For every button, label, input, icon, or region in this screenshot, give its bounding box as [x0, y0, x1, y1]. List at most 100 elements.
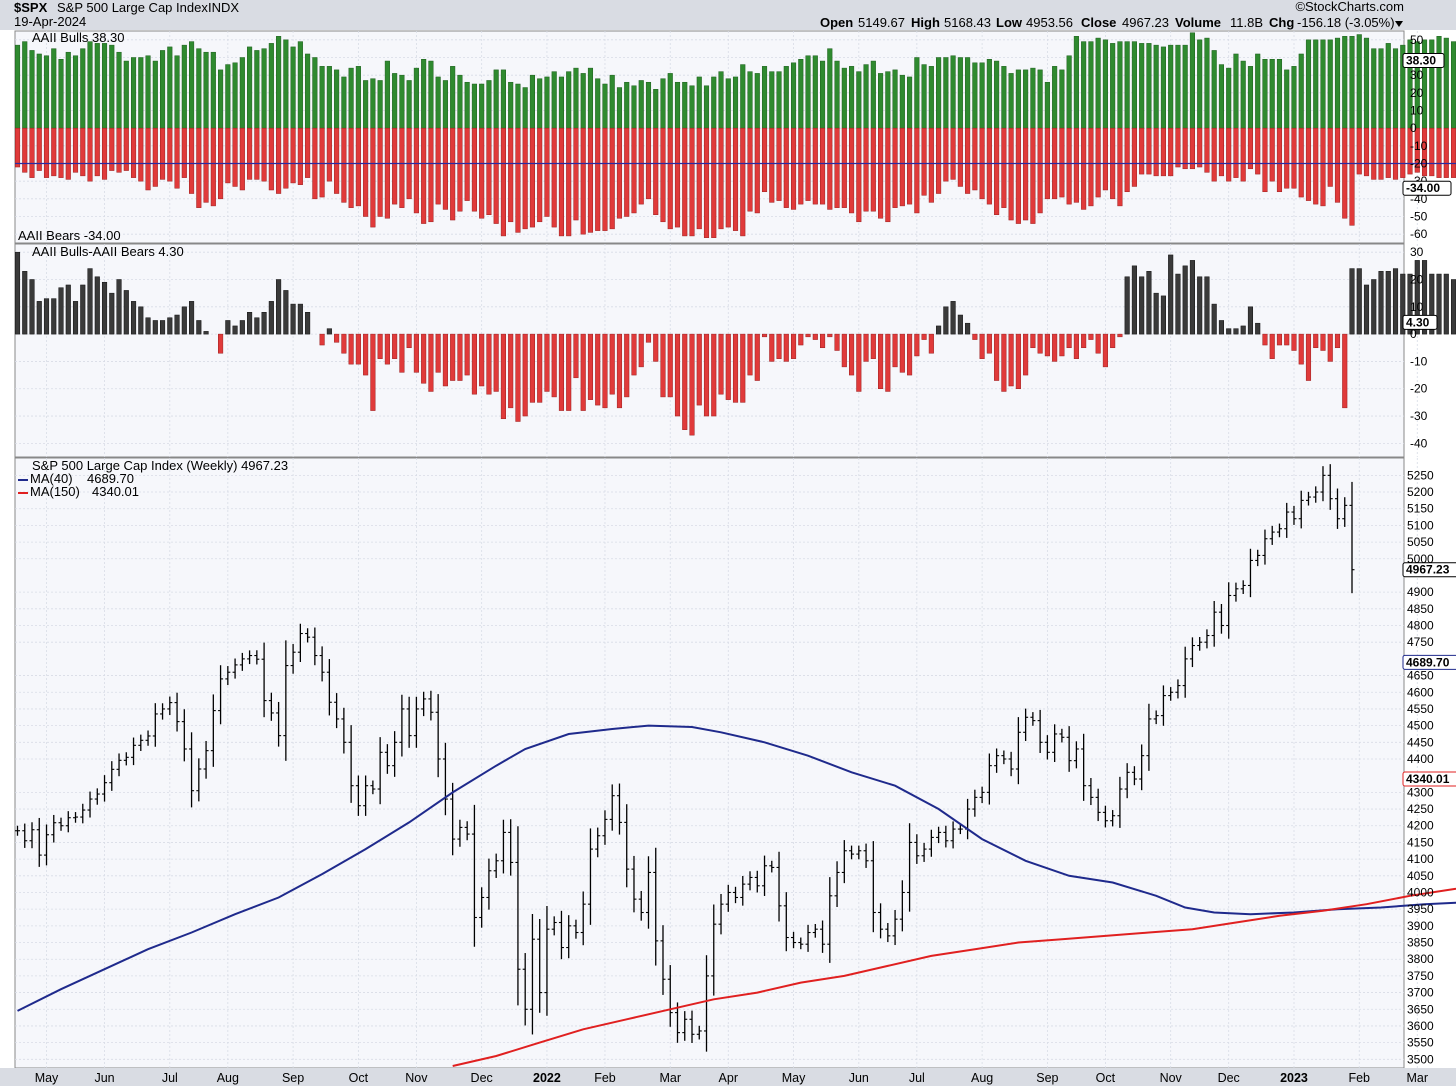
y-tick-label: 0	[1410, 327, 1417, 341]
bears-bar	[522, 127, 528, 230]
spread-bar-negative	[1320, 333, 1326, 351]
spread-bar-negative	[769, 333, 775, 362]
bulls-bar	[1291, 66, 1297, 129]
bears-bar	[305, 127, 311, 178]
ma150-value-tag: 4340.01	[1406, 772, 1450, 786]
bulls-bar	[1066, 55, 1072, 129]
bulls-bar	[638, 80, 644, 129]
spread-bar-negative	[1052, 333, 1058, 362]
spread-bar-negative	[1327, 333, 1333, 362]
price-series	[15, 464, 1456, 1067]
bulls-bar	[660, 78, 666, 129]
bears-bar	[261, 127, 267, 182]
bulls-bar	[145, 55, 151, 129]
spread-bar-positive	[1197, 276, 1203, 335]
spread-bar-negative	[899, 333, 905, 373]
spread-bar-negative	[631, 333, 637, 376]
bulls-bar	[1378, 48, 1384, 129]
bears-bar	[138, 127, 144, 182]
spread-bar-positive	[943, 306, 949, 335]
bears-bar	[1363, 127, 1370, 177]
bears-bar	[43, 127, 50, 178]
bulls-bar	[892, 69, 898, 129]
spread-bar-negative	[1269, 333, 1275, 359]
bulls-bar	[181, 44, 187, 129]
bears-bar	[732, 127, 739, 231]
bulls-bar	[740, 64, 746, 129]
bears-bar	[363, 127, 369, 217]
spread-bar-negative	[790, 333, 797, 359]
x-tick-label: Dec	[1218, 1071, 1240, 1085]
spread-bar-negative	[464, 333, 470, 376]
bulls-bar	[94, 43, 100, 129]
bulls-bar	[80, 48, 86, 129]
bulls-bar	[747, 71, 753, 129]
bears-bar	[174, 127, 180, 189]
bears-bar	[225, 127, 231, 184]
bears-bar	[957, 127, 963, 187]
spread-bar-positive	[1356, 268, 1362, 335]
bulls-bar	[138, 57, 144, 129]
bulls-bar	[1153, 44, 1159, 129]
bulls-bar	[341, 76, 347, 129]
bears-bar	[573, 127, 579, 221]
spread-bar-negative	[994, 333, 1000, 381]
bears-bar	[377, 127, 383, 217]
bears-bar	[1378, 127, 1384, 180]
bulls-bar	[1356, 34, 1362, 129]
x-tick-label: Aug	[217, 1071, 239, 1085]
spread-bar-positive	[283, 290, 289, 335]
spread-bar-positive	[1233, 328, 1239, 335]
y-tick-label: 4900	[1407, 585, 1434, 599]
bears-bar	[152, 127, 158, 187]
bears-bar	[479, 127, 485, 219]
spread-bar-positive	[1414, 260, 1420, 335]
spread-bar-negative	[674, 333, 681, 417]
bears-bar	[1218, 127, 1225, 177]
spread-bar-negative	[500, 333, 506, 420]
y-tick-label: 5050	[1407, 535, 1434, 549]
bulls-bar	[1001, 66, 1007, 129]
spread-bar-negative	[421, 333, 427, 384]
bulls-bar	[363, 80, 369, 129]
bulls-bar	[203, 51, 209, 129]
volume-value: 11.8B	[1230, 15, 1263, 30]
bulls-bar	[769, 71, 775, 129]
spread-bar-positive	[239, 320, 245, 335]
spread-bar-negative	[522, 333, 528, 417]
high-label: High	[911, 15, 940, 30]
bears-bar	[943, 127, 949, 182]
bulls-bar	[1233, 53, 1239, 129]
bears-bar	[812, 127, 818, 205]
bears-bar	[1015, 127, 1021, 224]
bulls-bar	[609, 74, 615, 129]
bulls-bar	[1327, 39, 1333, 129]
bulls-bar	[820, 60, 826, 129]
bulls-bar	[1023, 69, 1029, 129]
x-tick-label: Jun	[94, 1071, 114, 1085]
spread-bar-positive	[1363, 284, 1370, 335]
spread-bar-negative	[914, 333, 920, 357]
bulls-bar	[276, 36, 282, 129]
bears-bar	[51, 127, 57, 177]
spread-bar-positive	[1443, 273, 1449, 335]
bulls-bar	[718, 71, 724, 129]
y-tick-label: 4600	[1407, 685, 1434, 699]
ma150-value-tag-box	[1402, 771, 1456, 787]
spread-bar-negative	[479, 333, 485, 387]
spread-bar-positive	[290, 303, 296, 335]
bears-bar	[1371, 127, 1377, 180]
spread-bar-positive	[1226, 328, 1232, 335]
spread-bar-negative	[645, 333, 652, 343]
spread-bar-negative	[725, 333, 731, 400]
spread-bar-negative	[384, 333, 390, 365]
bears-bar	[94, 127, 100, 177]
bulls-bar	[1276, 59, 1283, 129]
bears-bar	[22, 127, 28, 173]
y-tick-label: 0	[1410, 121, 1417, 135]
y-tick-label: 4300	[1407, 785, 1434, 799]
bulls-bar	[1146, 43, 1152, 129]
bulls-bar	[290, 46, 296, 129]
bears-bar	[1443, 127, 1449, 178]
bears-bar	[1342, 127, 1348, 219]
